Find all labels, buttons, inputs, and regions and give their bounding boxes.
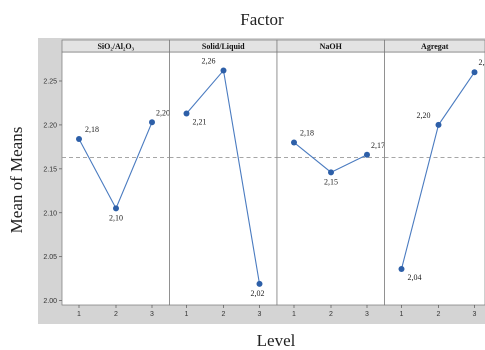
data-label: 2,02: [251, 289, 265, 298]
data-label: 2,21: [193, 117, 207, 126]
y-tick-label: 2.00: [43, 298, 57, 305]
data-point: [398, 265, 405, 272]
panel-plot-area: [61, 51, 170, 306]
panel: SiO₂/Al₂O₃ 1 2 3 2,18 2,10 2,20: [61, 39, 170, 318]
x-tick-label: 2: [222, 311, 226, 318]
panel-label: SiO₂/Al₂O₃: [97, 42, 134, 51]
x-tick-label: 3: [150, 311, 154, 318]
data-point: [471, 69, 478, 76]
data-point: [183, 110, 190, 117]
x-tick-label: 1: [400, 311, 404, 318]
panel-header: [384, 39, 485, 53]
data-point: [256, 280, 263, 287]
x-tick-label: 3: [258, 311, 262, 318]
panel-plot-area: [276, 51, 385, 306]
data-label: 2,20: [417, 111, 431, 120]
data-point: [220, 67, 227, 74]
y-tick-label: 2.15: [43, 166, 57, 173]
data-label: 2,18: [85, 125, 99, 134]
y-tick-label: 2.10: [43, 210, 57, 217]
data-label: 2,04: [408, 273, 422, 282]
panel: Solid/Liquid 1 2 3 2,21 2,26 2,02: [169, 39, 278, 318]
data-point: [364, 151, 370, 158]
data-point: [435, 121, 442, 128]
y-tick-label: 2.05: [43, 254, 57, 261]
x-tick-label: 1: [292, 311, 296, 318]
data-label: 2,26: [202, 56, 216, 65]
data-label: 2,10: [109, 213, 123, 222]
x-tick-label: 3: [473, 311, 477, 318]
data-point: [328, 169, 334, 176]
x-tick-label: 2: [437, 311, 441, 318]
y-tick-label: 2.25: [43, 78, 57, 85]
y-axis-label: Mean of Means: [7, 127, 26, 234]
data-label: 2,15: [324, 177, 338, 186]
panel-plot-area: [384, 51, 485, 306]
panel: NaOH 1 2 3 2,18 2,15 2,17: [276, 39, 385, 318]
panel-label: Solid/Liquid: [202, 42, 245, 51]
data-point: [76, 135, 82, 142]
data-label: 2,26: [479, 58, 485, 67]
panels: SiO₂/Al₂O₃ 1 2 3 2,18 2,10 2,20 Solid/Liquid 1 2 3…: [61, 39, 485, 318]
panel-plot-area: [169, 51, 278, 306]
data-point: [113, 205, 119, 212]
data-label: 2,17: [371, 141, 385, 150]
data-point: [291, 139, 297, 146]
data-label: 2,18: [300, 128, 314, 137]
y-axis-ticks: 2.00 2.05 2.10 2.15 2.20 2.25: [43, 78, 62, 305]
x-tick-label: 1: [185, 311, 189, 318]
data-point: [149, 119, 155, 126]
x-tick-label: 2: [329, 311, 333, 318]
panel-label: Agregat: [421, 42, 449, 51]
data-label: 2,20: [156, 108, 170, 117]
x-tick-label: 1: [77, 311, 81, 318]
x-tick-label: 3: [365, 311, 369, 318]
panel-label: NaOH: [320, 42, 343, 51]
y-tick-label: 2.20: [43, 122, 57, 129]
x-axis-label: Level: [257, 331, 296, 350]
chart-title: Factor: [240, 10, 284, 29]
x-tick-label: 2: [114, 311, 118, 318]
panel: Agregat 1 2 3 2,04 2,20 2,26: [384, 39, 485, 318]
